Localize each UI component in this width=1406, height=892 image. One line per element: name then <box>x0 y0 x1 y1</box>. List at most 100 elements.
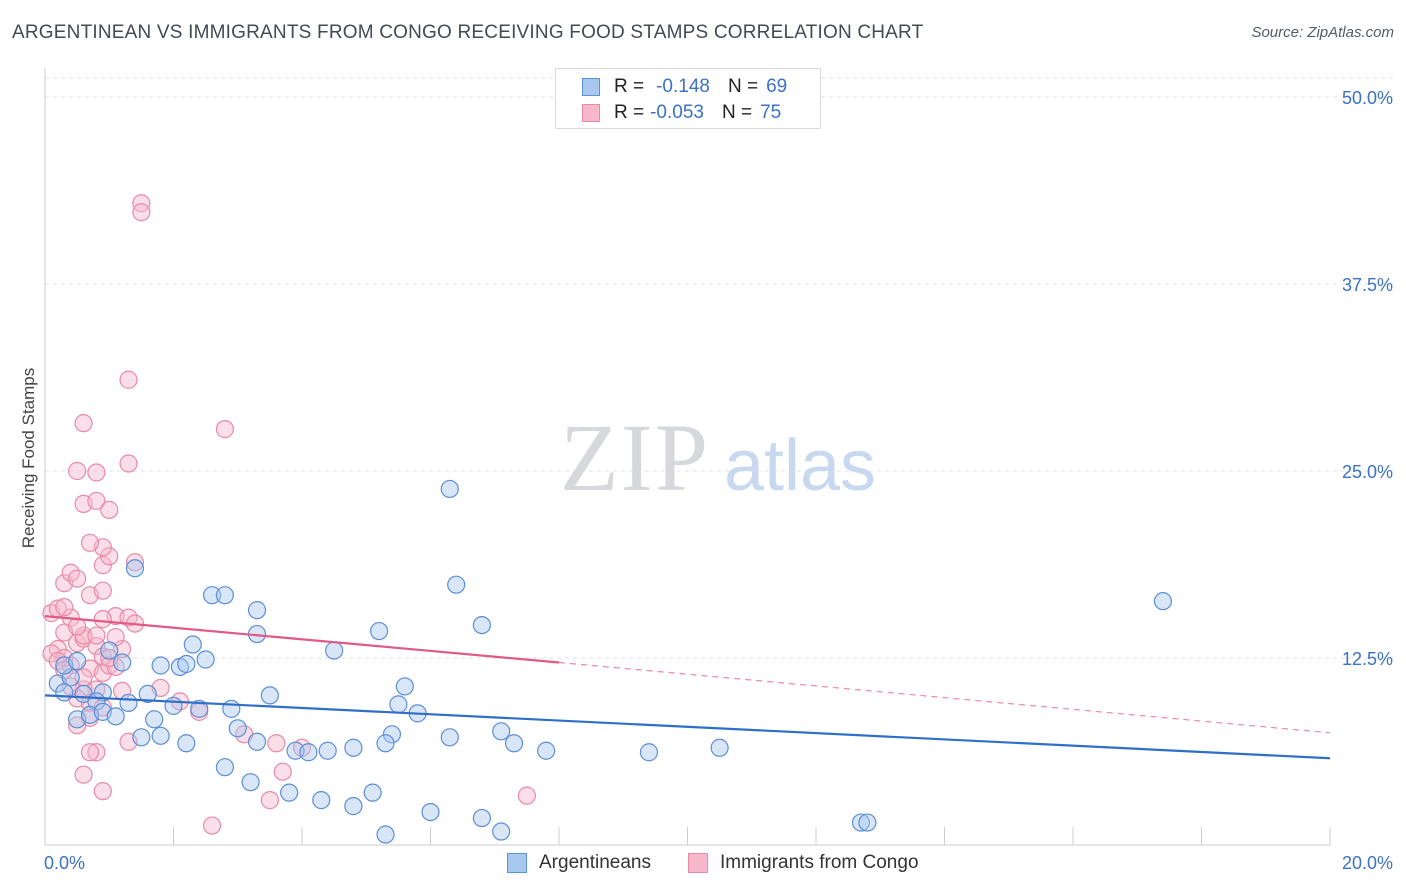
congo-point <box>267 734 286 753</box>
legend-swatch-pink <box>582 104 600 122</box>
argentinean-point <box>151 726 170 745</box>
congo-trend-extension <box>558 661 1331 734</box>
argentinean-point <box>537 741 556 760</box>
congo-point <box>125 553 145 572</box>
source-label: Source: ZipAtlas.com <box>1251 24 1394 41</box>
congo-point <box>87 626 106 645</box>
argentinean-point <box>440 728 459 747</box>
correlation-legend: R = -0.148 N = 69 R = -0.053 N = 75 <box>555 68 821 129</box>
y-tick-label: 25.0% <box>1342 462 1393 482</box>
argentinean-point <box>125 559 145 578</box>
argentinean-point <box>93 683 112 702</box>
legend-item-congo: Immigrants from Congo <box>688 852 919 874</box>
argentinean-point <box>492 822 511 841</box>
congo-point <box>68 461 87 481</box>
legend-swatch-blue <box>507 853 527 873</box>
legend-swatch-pink <box>688 853 708 873</box>
axes <box>44 68 1331 846</box>
y-axis-label: Receiving Food Stamps <box>19 368 38 548</box>
legend-item-argentineans: Argentineans <box>507 852 651 874</box>
argentinean-point <box>376 734 395 753</box>
argentinean-point <box>710 738 729 757</box>
argentinean-point <box>395 677 414 696</box>
congo-point <box>74 765 93 784</box>
congo-point <box>80 743 100 762</box>
argentinean-point <box>858 813 877 832</box>
trend-lines <box>44 615 1331 760</box>
argentinean-point <box>1153 592 1173 611</box>
argentinean-point <box>389 695 408 714</box>
tick-labels: 12.5% 25.0% 37.5% 50.0% 0.0% 20.0% <box>44 88 1393 873</box>
congo-point <box>100 500 119 519</box>
argentinean-point <box>202 586 222 605</box>
legend-label-congo: Immigrants from Congo <box>720 852 919 873</box>
argentinean-point <box>222 699 241 718</box>
congo-point <box>93 782 112 801</box>
congo-trend-line <box>44 615 560 664</box>
argentinean-point <box>639 743 659 762</box>
congo-point <box>273 762 292 781</box>
argentinean-point <box>312 791 331 810</box>
argentinean-point <box>376 825 395 844</box>
legend-r-value-congo: -0.053 <box>650 102 704 123</box>
argentinean-point <box>363 783 382 802</box>
argentinean-point <box>228 719 247 738</box>
argentinean-point <box>325 641 344 660</box>
argentinean-point <box>299 743 318 762</box>
argentinean-point <box>106 707 125 726</box>
argentinean-point <box>55 683 74 702</box>
legend-r-label: R = <box>614 76 645 97</box>
legend-row-congo: R = -0.053 N = 75 <box>582 100 781 126</box>
argentineans-trend-line <box>44 694 1331 760</box>
congo-point <box>68 716 87 735</box>
argentinean-point <box>190 699 209 718</box>
congo-point <box>74 414 93 433</box>
legend-label-argentineans: Argentineans <box>539 852 651 873</box>
argentinean-point <box>440 479 459 499</box>
argentinean-point <box>177 734 196 753</box>
argentinean-point <box>138 684 157 704</box>
congo-point <box>68 569 87 588</box>
argentinean-point <box>241 773 260 792</box>
congo-point <box>517 786 536 805</box>
congo-point <box>119 454 138 473</box>
argentinean-point <box>132 728 151 747</box>
legend-r-value-argentineans: -0.148 <box>656 76 710 97</box>
argentinean-point <box>370 621 389 641</box>
argentinean-point <box>177 654 196 674</box>
argentinean-point <box>318 741 337 760</box>
congo-point <box>202 816 222 835</box>
y-tick-label: 37.5% <box>1342 275 1393 295</box>
argentinean-point <box>196 650 215 669</box>
gridlines <box>45 77 1395 659</box>
congo-point <box>93 581 112 600</box>
argentinean-point <box>183 635 202 654</box>
argentinean-point <box>851 813 871 832</box>
legend-n-label: N = <box>721 102 753 123</box>
argentinean-point <box>100 641 119 660</box>
legend-n-value-congo: 75 <box>760 102 782 123</box>
watermark-zip: ZIP <box>560 404 710 511</box>
congo-point <box>87 491 106 511</box>
congo-point <box>80 533 100 552</box>
argentinean-point <box>472 615 491 635</box>
argentinean-point <box>215 758 234 777</box>
watermark: ZIP atlas <box>560 404 876 511</box>
watermark-atlas: atlas <box>724 426 876 506</box>
argentinean-point <box>344 738 363 757</box>
argentinean-point <box>344 797 363 816</box>
legend-row-argentineans: R = -0.148 N = 69 <box>582 74 787 100</box>
congo-point <box>119 370 138 389</box>
congo-point <box>87 463 106 482</box>
congo-point <box>100 547 119 566</box>
argentinean-point <box>260 686 279 705</box>
y-tick-label: 12.5% <box>1342 649 1393 669</box>
congo-point <box>87 743 106 762</box>
argentinean-point <box>119 693 138 712</box>
congo-point <box>260 791 279 810</box>
argentinean-point <box>280 783 299 802</box>
argentinean-point <box>247 732 267 751</box>
argentinean-point <box>504 734 524 753</box>
congo-point <box>55 598 74 617</box>
